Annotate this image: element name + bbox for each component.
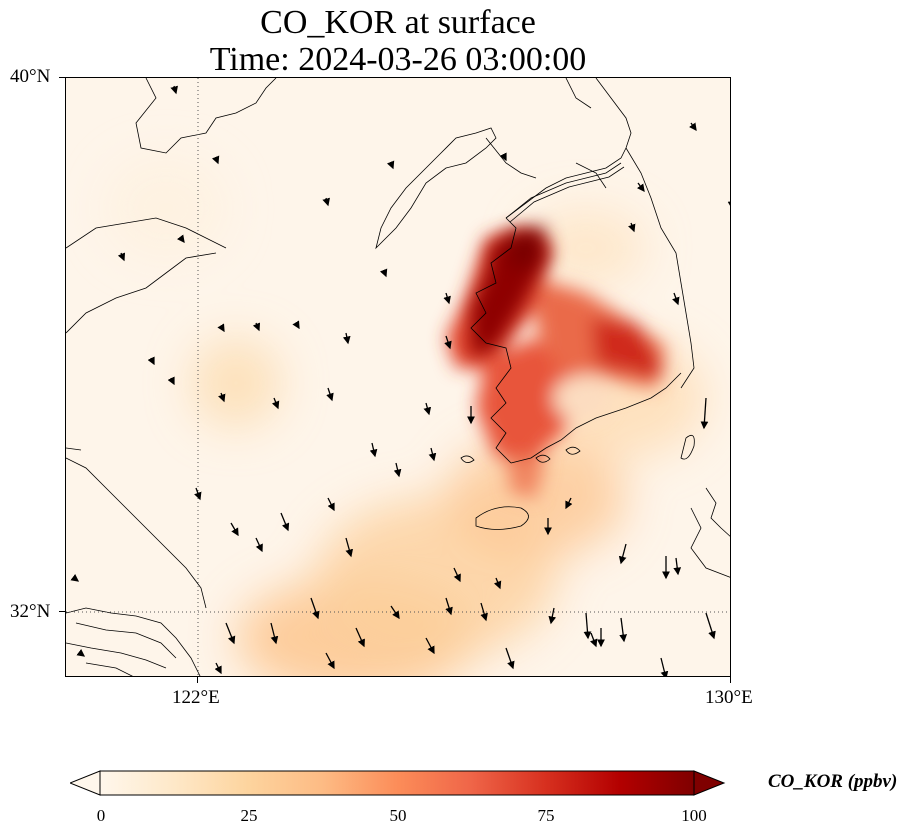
wind-vector-arrow [292,320,300,330]
wind-vector-arrow [225,622,236,645]
wind-vector-arrow [590,632,598,648]
colorbar-title: CO_KOR (ppbv) [768,771,898,792]
wind-vector-arrow [322,197,330,207]
wind-vector-arrow [369,442,378,458]
wind-vector-arrow [386,160,395,170]
wind-vectors [70,85,730,676]
wind-vector-arrow [390,605,400,620]
wind-vector-arrow [583,612,592,640]
plot-title-line2: Time: 2024-03-26 03:00:00 [209,41,587,78]
colorbar-tick-100: 100 [681,806,707,825]
wind-vector-arrow [505,647,515,670]
wind-vector-arrow [70,573,80,582]
wind-vector-arrow [271,397,280,410]
wind-vector-arrow [445,597,453,616]
colorbar [70,770,726,796]
wind-vector-arrow [673,557,682,576]
wind-vector-arrow [619,617,628,643]
wind-vector-arrow [117,252,126,262]
lon-tick-mark-122e [197,677,198,683]
wind-vector-arrow [480,602,488,622]
wind-vector-arrow [499,152,507,162]
wind-vector-arrow [444,335,452,350]
map-panel [65,77,731,677]
colorbar-extend-max [693,770,726,796]
wind-vector-arrow [700,397,709,430]
wind-vector-arrow [425,637,435,655]
colorbar-extend-min [70,770,101,796]
wind-vector-arrow [252,322,261,332]
wind-vector-arrow [453,567,461,583]
lat-tick-mark-32n [59,611,65,612]
wind-vector-arrow [167,376,175,386]
wind-vector-arrow [660,657,669,676]
wind-vector-arrow [327,497,335,512]
colorbar-tick-75: 75 [537,806,555,825]
wind-vector-arrow [214,662,222,675]
wind-vector-arrow [689,122,697,132]
wind-vector-arrow [428,447,437,462]
lon-tick-mark-130e [730,677,731,683]
wind-vector-arrow [230,522,239,537]
wind-vector-arrow [326,387,334,402]
colorbar-tick-25: 25 [240,806,258,825]
wind-vector-arrow [255,537,263,553]
wind-vector-arrow [194,487,202,501]
wind-vector-arrow [211,155,220,165]
wind-vector-arrow [379,268,388,278]
wind-vector-arrow [342,332,351,345]
wind-vector-arrow [310,597,320,620]
colorbar-tick-50: 50 [389,806,407,825]
lat-tick-label-32n: 32°N [10,601,51,622]
colorbar-tick-0: 0 [96,806,106,825]
wind-vector-arrow [423,402,432,416]
map-canvas [66,78,730,676]
wind-vector-arrow [628,222,636,233]
wind-vector-arrow [170,85,178,95]
lon-tick-label-122e: 122°E [172,687,220,708]
colorbar-gradient [99,770,695,796]
co-max-core [471,226,551,358]
wind-vector-arrow [548,607,557,625]
wind-vector-arrow [325,652,335,670]
border-line [505,162,625,223]
coastlines [66,78,730,676]
wind-vector-arrow [393,462,402,478]
wind-vector-arrow [705,612,716,640]
co-concentration-field [106,158,706,676]
wind-vector-arrow [147,356,155,366]
wind-vector-arrow [218,392,226,403]
wind-vector-arrow [355,627,365,648]
wind-vector-arrow [443,292,451,305]
wind-vector-arrow [345,537,354,558]
lat-tick-mark-40n [59,77,65,78]
wind-vector-arrow [176,234,185,244]
wind-vector-arrow [217,323,225,333]
wind-vector-arrow [76,648,86,657]
lat-tick-label-40n: 40°N [10,66,51,87]
plot-title-line1: CO_KOR at surface [260,4,536,41]
wind-vector-arrow [618,543,627,565]
wind-vector-arrow [270,622,279,645]
wind-vector-arrow [493,577,502,590]
wind-vector-arrow [636,182,645,193]
wind-vector-arrow [280,512,290,532]
lon-tick-label-130e: 130°E [705,687,753,708]
wind-vector-arrow [565,497,573,510]
wind-vector-arrow [672,292,680,306]
